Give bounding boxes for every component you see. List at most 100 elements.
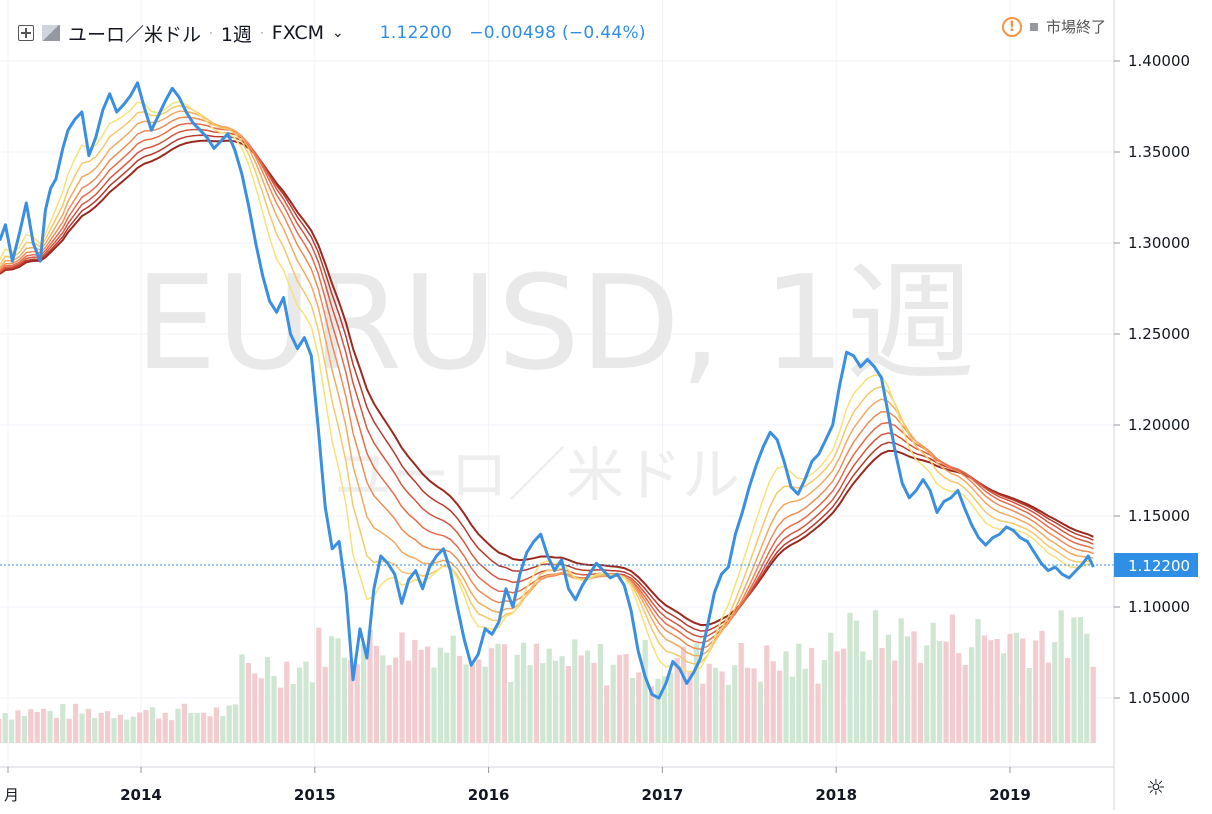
volume-bar xyxy=(450,635,456,743)
x-tick-label: 2016 xyxy=(468,786,510,804)
ma-ribbon-line xyxy=(0,104,1094,665)
volume-bar xyxy=(393,657,399,743)
volume-bar xyxy=(175,708,181,743)
volume-bar xyxy=(245,663,251,743)
volume-bar xyxy=(213,707,219,743)
volume-bar xyxy=(1065,658,1071,743)
volume-bar xyxy=(303,661,309,743)
volume-bar xyxy=(1001,653,1007,743)
last-price: 1.12200 xyxy=(379,23,453,43)
chevron-down-icon[interactable]: ⌄ xyxy=(332,25,344,41)
volume-bar xyxy=(956,653,962,743)
y-tick-label: 1.10000 xyxy=(1128,598,1190,616)
volume-bar xyxy=(239,654,245,743)
volume-bar xyxy=(655,678,661,743)
volume-bar xyxy=(732,665,738,743)
exchange-label[interactable]: FXCM xyxy=(271,22,324,44)
volume-bar xyxy=(898,618,904,743)
volume-bar xyxy=(975,619,981,743)
volume-bar xyxy=(309,682,315,743)
volume-bar xyxy=(1013,632,1019,743)
volume-bar xyxy=(565,666,571,743)
interval-label[interactable]: 1週 xyxy=(220,23,252,46)
separator-dot: · xyxy=(259,26,264,40)
volume-bar xyxy=(1007,633,1013,743)
volume-bar xyxy=(399,632,405,743)
volume-bar xyxy=(265,657,271,743)
volume-bar xyxy=(85,708,91,743)
volume-bar xyxy=(796,643,802,743)
volume-bar xyxy=(809,647,815,743)
y-tick-label: 1.35000 xyxy=(1128,143,1190,161)
volume-bar xyxy=(508,682,514,743)
volume-bar xyxy=(725,685,731,743)
status-square-icon xyxy=(1029,22,1038,31)
volume-bar xyxy=(341,657,347,743)
volume-bar xyxy=(482,666,488,743)
volume-bar xyxy=(469,664,475,743)
volume-bar xyxy=(674,658,680,743)
volume-bar xyxy=(937,641,943,743)
volume-bar xyxy=(642,640,648,743)
y-axis[interactable]: 1.40000 1.35000 1.30000 1.25000 1.20000 1.150… xyxy=(1114,52,1190,707)
volume-bar xyxy=(764,645,770,743)
volume-bar xyxy=(873,610,879,743)
y-tick-label: 1.20000 xyxy=(1128,416,1190,434)
y-tick-label: 1.15000 xyxy=(1128,507,1190,525)
volume-bar xyxy=(361,643,367,743)
volume-bar xyxy=(130,716,136,743)
volume-bar xyxy=(693,643,699,743)
volume-bar xyxy=(661,676,667,743)
volume-bar xyxy=(1077,617,1083,743)
volume-bar xyxy=(559,656,565,743)
volume-bar xyxy=(636,672,642,743)
volume-bar xyxy=(367,630,373,743)
volume-bar xyxy=(527,665,533,743)
last-price-badge-label: 1.12200 xyxy=(1128,557,1190,575)
warning-icon[interactable]: ! xyxy=(1001,16,1022,37)
x-axis[interactable]: 月 2014 2015 2016 2017 2018 2019 xyxy=(4,767,1031,804)
volume-bar xyxy=(815,683,821,743)
ma-ribbon xyxy=(0,100,1094,673)
volume-bar xyxy=(585,650,591,743)
volume-bar xyxy=(28,709,34,743)
ma-ribbon-line xyxy=(0,100,1094,673)
volume-bar xyxy=(105,711,111,743)
settings-gear-icon[interactable]: ☼ xyxy=(1146,776,1166,801)
volume-bar xyxy=(751,668,757,743)
volume-bar xyxy=(258,678,264,743)
volume-bar xyxy=(380,655,386,743)
volume-bar xyxy=(879,648,885,743)
volume-bar xyxy=(0,718,2,743)
volume-bar xyxy=(930,622,936,743)
volume-bar xyxy=(53,717,59,743)
volume-bar xyxy=(437,647,443,743)
volume-bar xyxy=(1090,666,1096,743)
volume-bar xyxy=(98,713,104,743)
volume-bar xyxy=(988,640,994,743)
volume-bar xyxy=(668,672,674,743)
volume-bar xyxy=(463,664,469,743)
volume-bar xyxy=(271,676,277,743)
volume-bar xyxy=(533,643,539,743)
volume-bar xyxy=(297,667,303,743)
volume-bar xyxy=(181,703,187,743)
chart-legend: ユーロ／米ドル · 1週 · FXCM ⌄ 1.12200 −0.00498 (… xyxy=(18,18,646,48)
symbol-name[interactable]: ユーロ／米ドル xyxy=(68,23,202,46)
expand-icon[interactable] xyxy=(18,25,34,41)
volume-bar xyxy=(1039,630,1045,743)
price-line xyxy=(0,81,1095,700)
volume-bar xyxy=(457,655,463,743)
volume-bar xyxy=(623,654,629,743)
volume-bar xyxy=(495,643,501,743)
volume-bar xyxy=(1045,662,1051,743)
volume-bar xyxy=(444,652,450,743)
volume-bar xyxy=(885,634,891,743)
volume-bar xyxy=(1033,640,1039,743)
volume-bar xyxy=(194,713,200,743)
volume-bar xyxy=(841,648,847,743)
volume-bar xyxy=(1052,642,1058,743)
volume-bar xyxy=(629,678,635,743)
